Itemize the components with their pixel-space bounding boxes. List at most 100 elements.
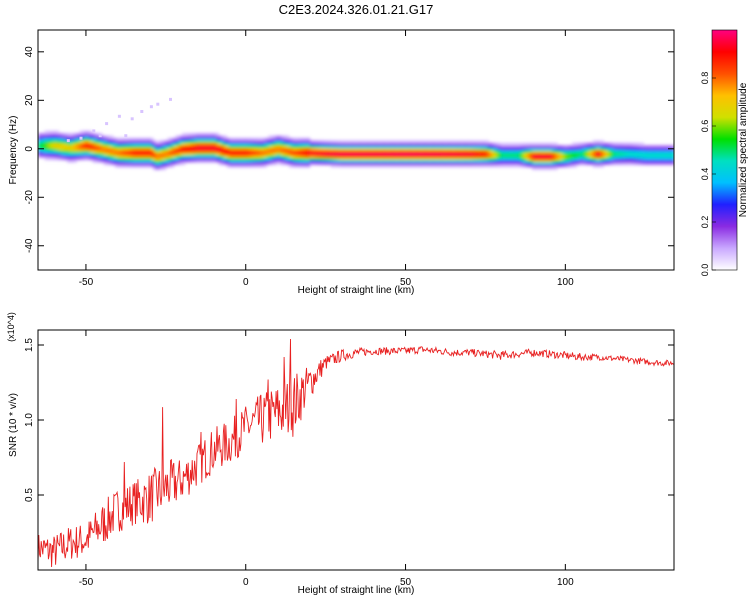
heatmap-cell: [624, 154, 627, 158]
heatmap-cell: [122, 164, 125, 168]
heatmap-cell: [506, 154, 509, 158]
heatmap-cell: [213, 154, 216, 158]
heatmap-cell: [557, 162, 560, 166]
heatmap-cell: [357, 159, 360, 163]
heatmap-cell: [427, 142, 431, 146]
heatmap-cell: [424, 145, 427, 149]
heatmap-cell: [77, 154, 81, 158]
heatmap-cell: [480, 150, 483, 154]
heatmap-cell: [49, 140, 52, 144]
heatmap-cell: [253, 157, 256, 161]
heatmap-cell: [60, 140, 63, 144]
heatmap-cell: [90, 150, 93, 154]
heatmap-cell: [159, 145, 162, 149]
heatmap-cell: [117, 147, 121, 151]
heatmap-cell: [304, 137, 308, 141]
heatmap-cell: [113, 150, 116, 154]
heatmap-cell: [348, 147, 351, 151]
heatmap-cell: [643, 162, 646, 166]
heatmap-cell: [421, 157, 424, 161]
heatmap-cell: [378, 164, 381, 168]
heatmap-cell: [445, 157, 448, 161]
heatmap-cell: [296, 164, 300, 168]
heatmap-cell: [236, 162, 239, 166]
heatmap-cell: [132, 142, 135, 146]
heatmap-cell: [611, 142, 614, 146]
heatmap-cell: [568, 164, 571, 168]
heatmap-cell: [357, 145, 360, 149]
heatmap-cell: [57, 152, 60, 156]
heatmap-cell: [378, 162, 381, 166]
heatmap-cell: [125, 154, 129, 158]
heatmap-cell: [63, 147, 66, 151]
heatmap-cell: [332, 152, 335, 156]
heatmap-cell: [437, 147, 440, 151]
heatmap-cell: [253, 140, 256, 144]
heatmap-cell: [258, 152, 261, 156]
heatmap-cell: [285, 159, 288, 163]
heatmap-cell: [90, 130, 93, 134]
heatmap-cell: [207, 150, 210, 154]
heatmap-cell: [317, 162, 320, 166]
heatmap-cell: [306, 137, 309, 141]
heatmap-cell: [600, 150, 603, 154]
heatmap-cell: [189, 145, 192, 149]
heatmap-cell: [132, 145, 135, 149]
heatmap-cell: [351, 162, 354, 166]
heatmap-cell: [156, 152, 159, 156]
heatmap-cell: [220, 150, 223, 154]
heatmap-cell: [146, 147, 149, 151]
heatmap-cell: [407, 154, 410, 158]
heatmap-cell: [488, 164, 491, 168]
heatmap-cell: [555, 152, 558, 156]
heatmap-cell: [189, 133, 192, 137]
heatmap-cell: [338, 162, 341, 166]
heatmap-cell: [365, 150, 368, 154]
heatmap-cell: [659, 150, 662, 154]
heatmap-cell: [429, 157, 432, 161]
heatmap-cell: [357, 152, 360, 156]
heatmap-cell: [173, 137, 176, 141]
heatmap-cell: [469, 164, 472, 168]
heatmap-cell: [204, 154, 207, 158]
heatmap-cell: [517, 159, 520, 163]
heatmap-cell: [272, 154, 276, 158]
heatmap-cell: [292, 142, 295, 146]
heatmap-cell: [266, 150, 269, 154]
heatmap-cell: [613, 157, 616, 161]
heatmap-cell: [185, 137, 188, 141]
heatmap-cell: [562, 147, 565, 151]
heatmap-cell: [482, 145, 485, 149]
heatmap-cell: [450, 164, 453, 168]
heatmap-cell: [63, 150, 66, 154]
heatmap-cell: [44, 150, 47, 154]
heatmap-cell: [269, 162, 272, 166]
heatmap-cell: [584, 159, 587, 163]
heatmap-cell: [440, 142, 443, 146]
heatmap-cell: [133, 137, 137, 141]
heatmap-cell: [506, 152, 509, 156]
heatmap-cell: [55, 150, 58, 154]
heatmap-cell: [531, 164, 534, 168]
heatmap-cell: [212, 137, 215, 141]
heatmap-cell: [132, 157, 135, 161]
heatmap-cell: [391, 150, 394, 154]
heatmap-cell: [551, 159, 554, 163]
heatmap-cell: [135, 152, 138, 156]
heatmap-cell: [605, 142, 608, 146]
heatmap-cell: [66, 133, 69, 137]
heatmap-cell: [85, 140, 89, 144]
heatmap-cell: [614, 147, 618, 151]
heatmap-cell: [130, 140, 133, 144]
heatmap-cell: [392, 159, 395, 163]
heatmap-cell: [264, 140, 268, 144]
heatmap-cell: [490, 150, 493, 154]
heatmap-cell: [145, 154, 148, 158]
heatmap-cell: [512, 164, 515, 168]
heatmap-cell: [536, 167, 539, 171]
heatmap-cell: [225, 154, 228, 158]
heatmap-cell: [597, 152, 600, 156]
heatmap-cell: [202, 135, 205, 139]
heatmap-cell: [181, 162, 184, 166]
heatmap-cell: [343, 157, 346, 161]
